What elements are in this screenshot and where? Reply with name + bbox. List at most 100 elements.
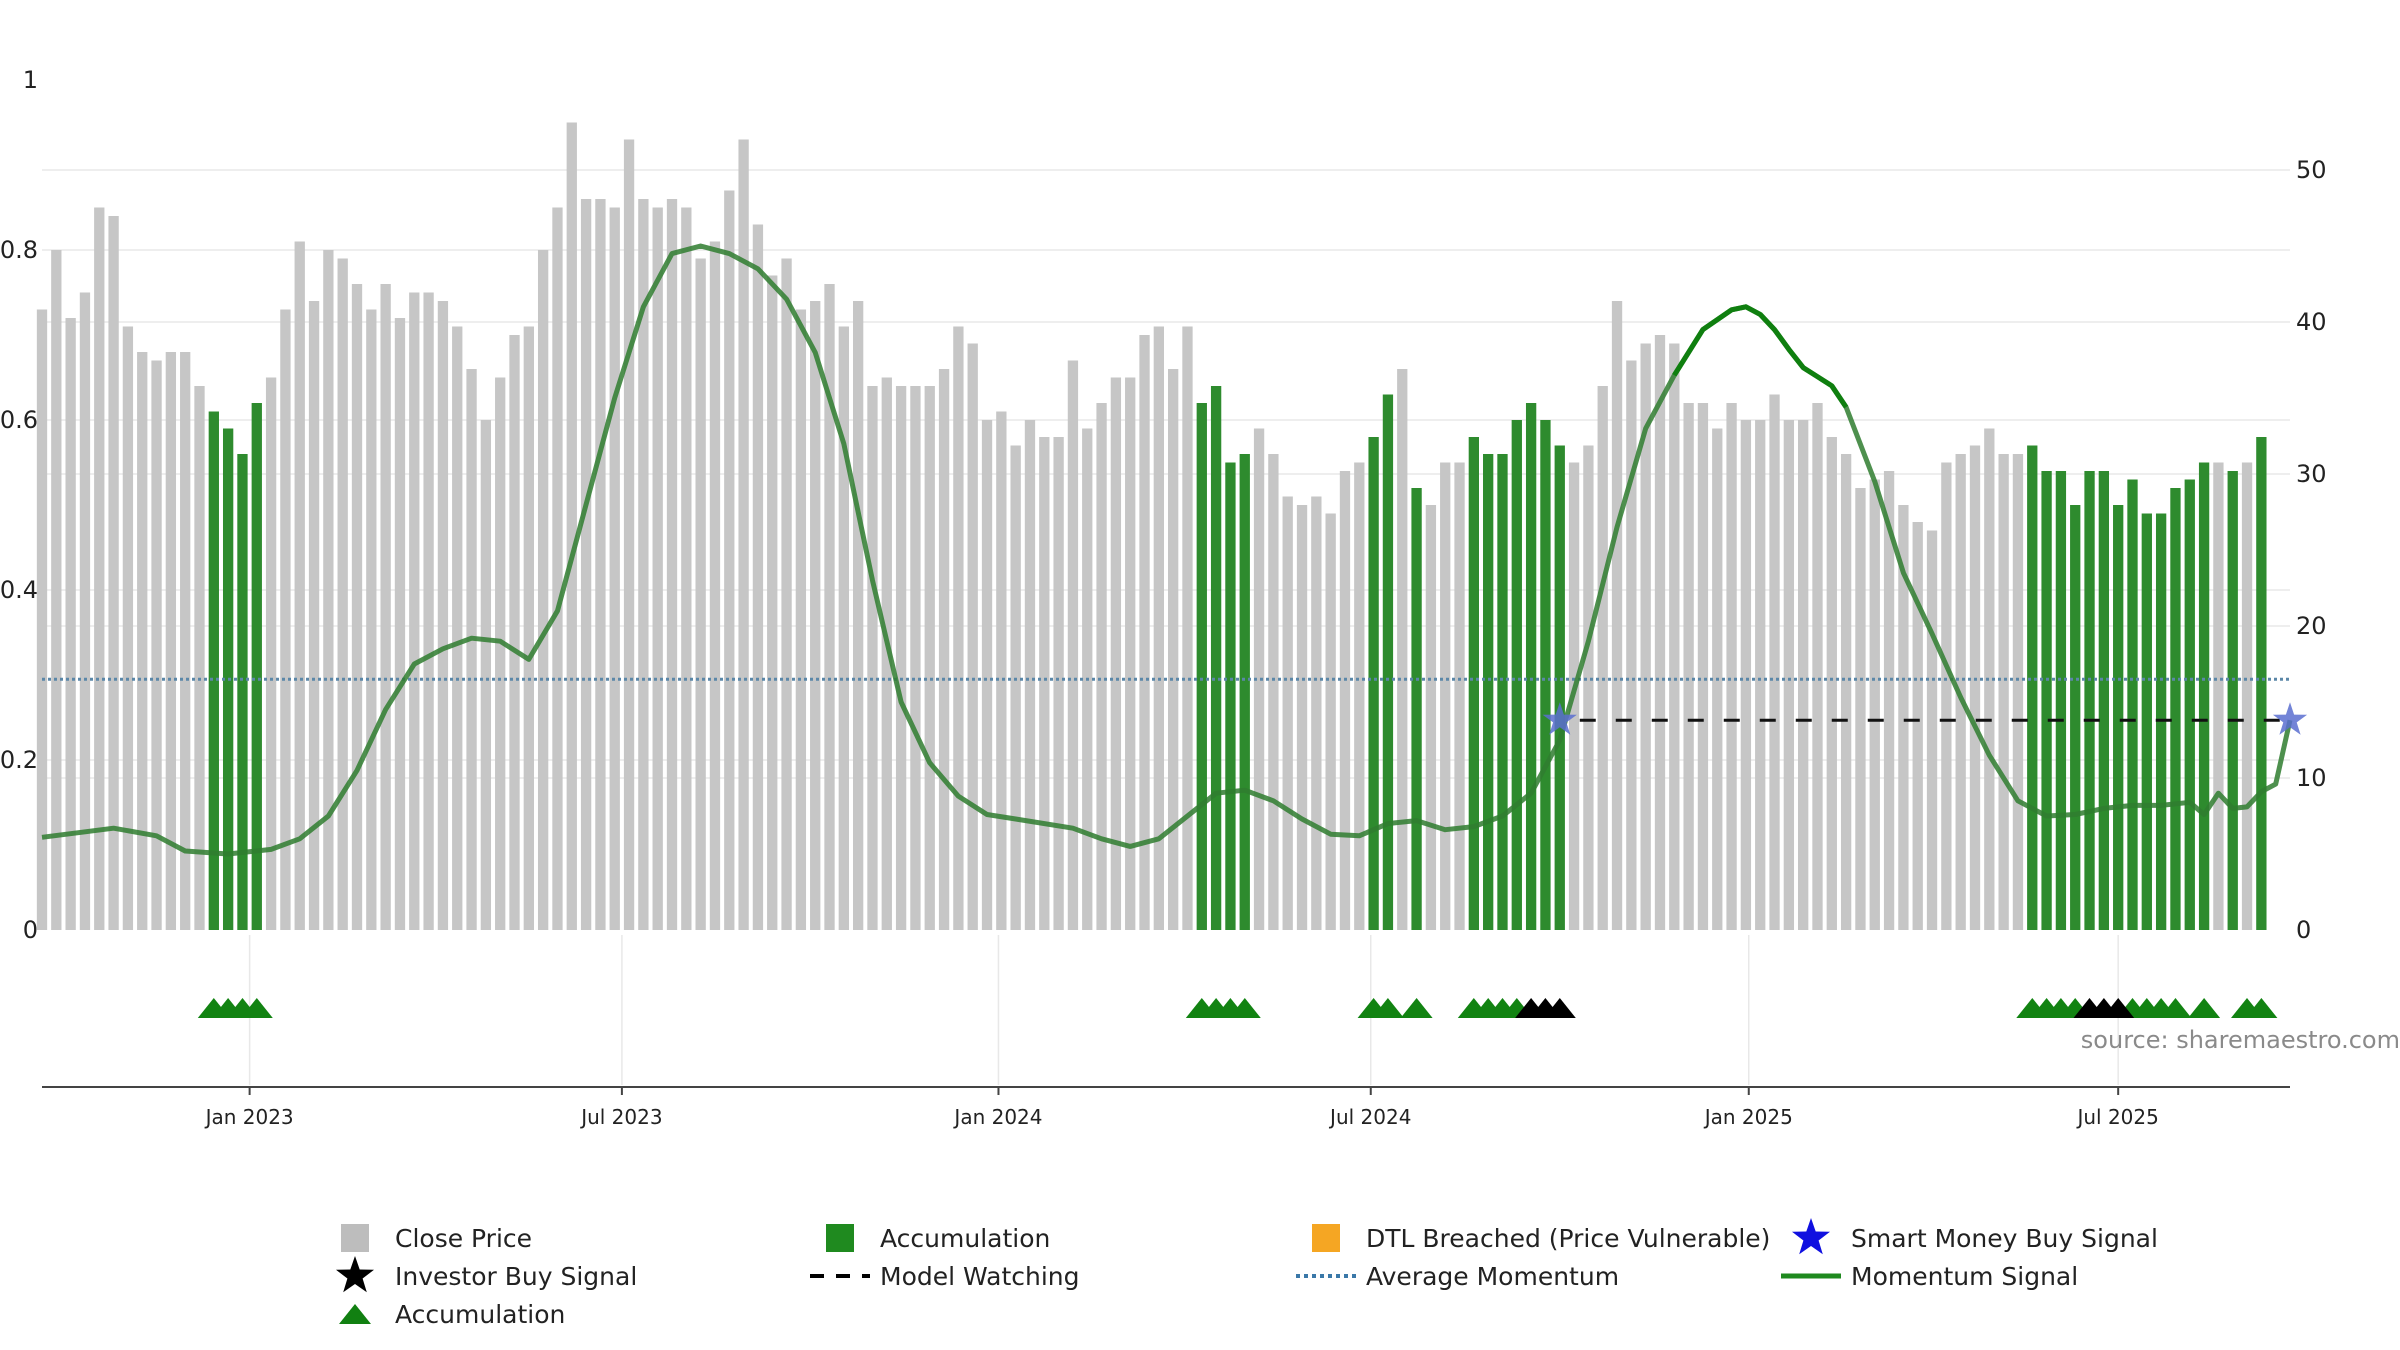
close-price-bar [409,292,420,930]
legend-label: Smart Money Buy Signal [1851,1224,2158,1253]
legend-swatch-square [826,1224,854,1252]
accumulation-bar [2227,471,2238,930]
close-price-bar [323,250,334,930]
legend-swatch-square [341,1224,369,1252]
momentum-signal-highlight [1672,304,1849,409]
close-price-bar [1840,454,1852,930]
accumulation-marker [1371,998,1404,1018]
investor-buy-signal-marker [1543,998,1576,1018]
close-price-bar [1855,488,1866,930]
right-tick-label: 20 [2296,612,2327,640]
close-price-bar [552,207,563,930]
accumulation-bar [1468,437,1480,930]
x-tick-label: Jan 2024 [952,1105,1042,1129]
accumulation-bar [1225,462,1236,930]
accumulation-bar [1497,454,1508,930]
close-price-bar [1253,428,1265,930]
accumulation-bar [2127,479,2138,930]
right-tick-label: 10 [2296,764,2327,792]
accumulation-bar [2113,505,2124,930]
close-price-bar [1611,301,1623,930]
close-price-bar [1941,462,1952,930]
grid-lines [42,169,2290,1085]
close-price-bar [1826,437,1837,930]
close-price-bar [924,386,935,930]
close-price-bar [1282,496,1293,930]
accumulation-marker [2188,998,2221,1018]
close-price-bar [480,420,492,930]
close-price-bar [1096,403,1107,930]
close-price-bar [1010,445,1021,930]
accumulation-bar [1540,420,1551,930]
x-tick-label: Jul 2024 [1328,1105,1411,1129]
close-price-bar [194,386,205,930]
accumulation-bar [208,411,219,930]
close-price-bar [151,360,162,930]
accumulation-bar [1382,394,1394,930]
accumulation-bar [2141,513,2152,930]
close-price-bar [423,292,434,930]
close-price-bar [537,250,549,930]
close-price-bar [452,326,463,930]
close-price-bar [580,199,592,930]
close-price-bar [337,258,348,930]
right-axis-ticks: 0 10 20 30 40 50 [2296,156,2327,944]
smart-money-buy-signal-star [2272,702,2308,735]
close-price-bar [1454,462,1465,930]
accumulation-bar [2155,513,2167,930]
close-price-bar [1440,462,1451,930]
accumulation-bar [1239,454,1250,930]
close-price-bar [1053,437,1064,930]
legend: Close Price Accumulation DTL Breached (Pri… [336,1218,2158,1329]
right-tick-label: 50 [2296,156,2327,184]
close-price-bar [65,318,76,930]
close-price-bar [1024,420,1036,930]
close-price-bar [852,301,864,930]
close-price-bar [122,326,134,930]
legend-label: Accumulation [880,1224,1050,1253]
close-price-bar [953,326,964,930]
close-price-bar [466,369,477,930]
close-price-bar [666,199,678,930]
close-price-bar [1683,403,1694,930]
accumulation-bar [2184,479,2195,930]
accumulation-bar [1196,403,1207,930]
close-price-bar [881,377,892,930]
close-price-bar [495,377,506,930]
accumulation-marker [1400,998,1433,1018]
close-price-bar [1998,454,2009,930]
close-price-bar [1926,530,1938,930]
close-price-bar [1325,513,1336,930]
signal-markers [197,998,2278,1018]
legend-label: Average Momentum [1366,1262,1619,1291]
close-price-bar [1354,462,1365,930]
right-tick-label: 0 [2296,916,2311,944]
x-tick-label: Jan 2025 [1703,1105,1793,1129]
legend-label: Investor Buy Signal [395,1262,637,1291]
legend-label: Accumulation [395,1300,565,1329]
legend-label: Model Watching [880,1262,1080,1291]
accumulation-marker [2245,998,2278,1018]
legend-label: Momentum Signal [1851,1262,2078,1291]
close-price-bar [1969,445,1981,930]
close-price-bar [1182,326,1193,930]
close-price-bar [1912,522,1923,930]
close-price-bar [36,309,48,930]
investor-buy-signal-marker [2102,998,2135,1018]
accumulation-bar [1368,437,1379,930]
smart-money-signals [1542,702,2308,735]
accumulation-bar [2027,445,2038,930]
close-price-bar [595,199,606,930]
close-price-bar [294,241,305,930]
close-price-bar [781,258,792,930]
close-price-bar [394,318,406,930]
legend-label: DTL Breached (Price Vulnerable) [1366,1224,1770,1253]
close-price-bar [308,301,320,930]
close-price-bar [1640,343,1651,930]
close-price-bar [380,284,391,930]
close-price-bar [1769,394,1780,930]
accumulation-bar [2070,505,2081,930]
close-price-bar [938,369,950,930]
legend-swatch-square [1312,1224,1340,1252]
close-price-bar [867,386,878,930]
